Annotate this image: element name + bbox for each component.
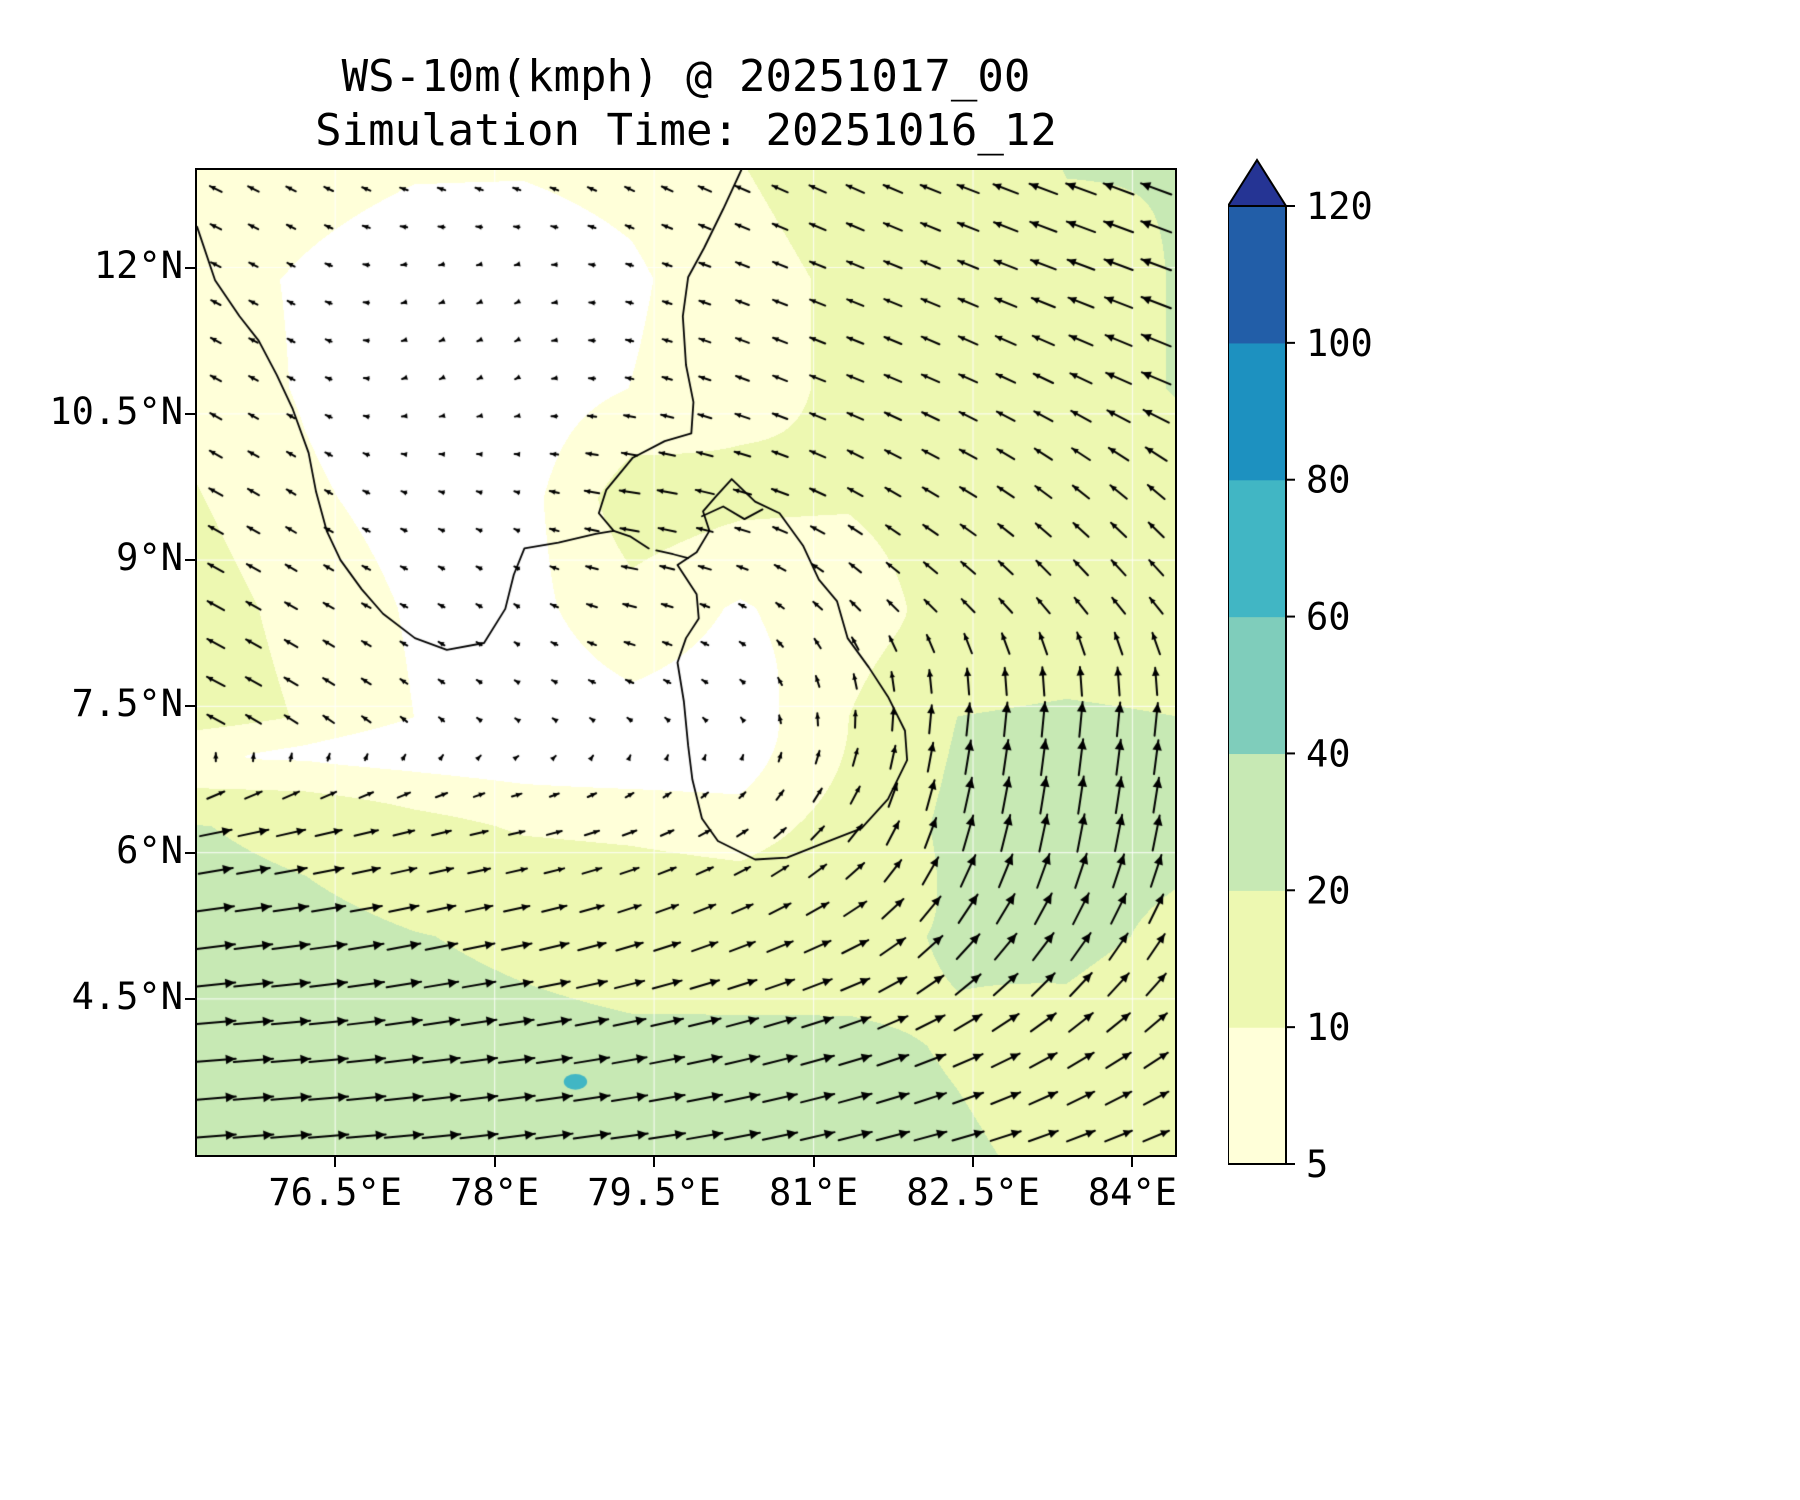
y-tick-label: 9°N — [116, 536, 183, 580]
x-tick-mark — [812, 1157, 815, 1167]
x-tick-label: 84°E — [1087, 1171, 1178, 1214]
y-tick-label: 12°N — [93, 243, 183, 287]
x-tick-label: 78°E — [450, 1171, 540, 1214]
x-tick-mark — [334, 1157, 337, 1167]
colorbar-segment — [1228, 206, 1286, 344]
chart-subtitle: Simulation Time: 20251016_12 — [315, 104, 1057, 156]
y-tick-label: 7.5°N — [71, 682, 183, 726]
y-tick-mark — [185, 705, 195, 708]
colorbar: 5 10 20 40 60 80 100 120 — [1226, 158, 1428, 1218]
x-tick-mark — [653, 1157, 656, 1167]
colorbar-tick-label: 80 — [1306, 459, 1351, 502]
colorbar-tick-label: 60 — [1306, 596, 1351, 639]
map-plot-area — [195, 168, 1177, 1157]
colorbar-tick-label: 5 — [1306, 1143, 1328, 1186]
y-tick-label: 4.5°N — [71, 974, 183, 1018]
colorbar-outline — [1227, 205, 1287, 1165]
wind-field-canvas — [197, 170, 1175, 1155]
y-tick-mark — [185, 851, 195, 854]
x-tick-label: 81°E — [769, 1171, 859, 1214]
x-tick-label: 76.5°E — [268, 1171, 403, 1214]
colorbar-segment — [1228, 753, 1286, 891]
chart-title: WS-10m(kmph) @ 20251017_00 — [341, 51, 1031, 102]
colorbar-tick-label: 10 — [1306, 1006, 1351, 1049]
colorbar-svg: 5 10 20 40 60 80 100 120 — [1226, 158, 1373, 1186]
y-tick-mark — [185, 412, 195, 415]
y-tick-mark — [185, 559, 195, 562]
colorbar-tick-label: 120 — [1306, 185, 1373, 228]
x-tick-mark — [493, 1157, 496, 1167]
x-tick-label: 82.5°E — [906, 1171, 1040, 1214]
colorbar-tick-label: 100 — [1306, 322, 1373, 365]
colorbar-segment — [1228, 479, 1286, 618]
colorbar-segment — [1228, 890, 1286, 1028]
x-tick-mark — [1131, 1157, 1134, 1167]
y-tick-label: 10.5°N — [49, 389, 183, 433]
x-tick-mark — [972, 1157, 975, 1167]
colorbar-segment — [1228, 616, 1286, 755]
y-tick-mark — [185, 266, 195, 269]
y-tick-mark — [185, 997, 195, 1000]
colorbar-tick-label: 20 — [1306, 869, 1351, 912]
colorbar-segment — [1228, 1027, 1286, 1165]
colorbar-segment — [1228, 342, 1286, 481]
x-tick-label: 79.5°E — [587, 1171, 721, 1214]
colorbar-tick-label: 40 — [1306, 732, 1351, 775]
y-tick-label: 6°N — [116, 828, 183, 872]
colorbar-over-triangle — [1226, 158, 1288, 207]
title-block: WS-10m(kmph) @ 20251017_00 Simulation Ti… — [197, 50, 1175, 157]
